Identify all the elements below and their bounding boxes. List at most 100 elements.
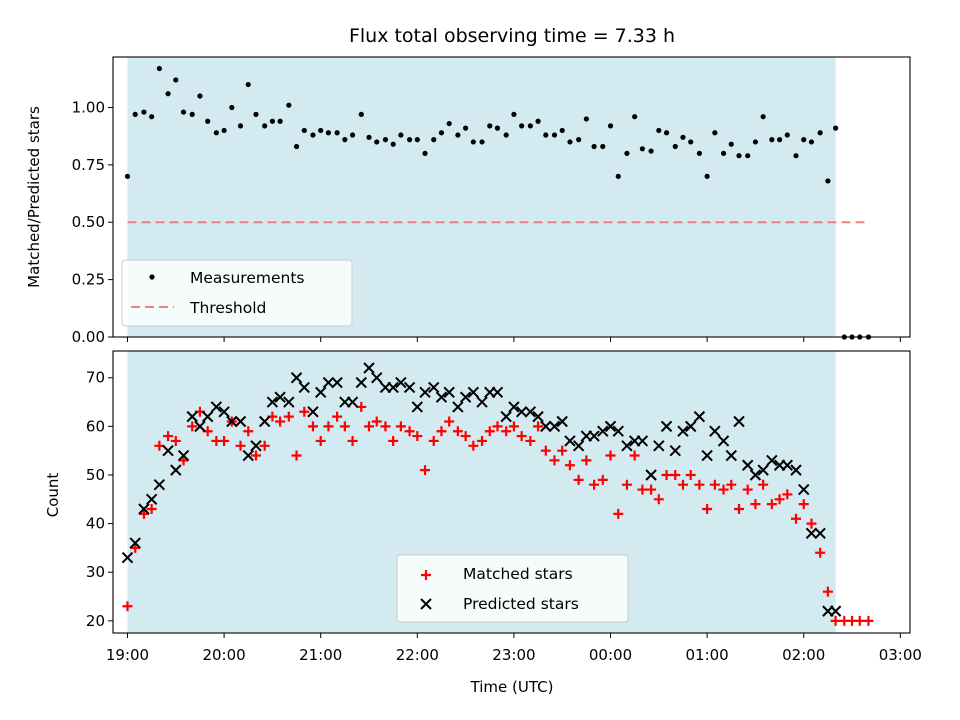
top-panel: 0.00 0.25 0.50 0.75 1.00 Measurements Threshol… <box>72 56 911 346</box>
data-point <box>452 401 464 413</box>
data-point <box>660 420 673 433</box>
data-point <box>696 150 702 156</box>
data-point <box>605 450 616 461</box>
data-point <box>540 420 552 433</box>
data-point <box>621 479 632 490</box>
data-point <box>637 484 648 495</box>
data-point <box>315 435 326 446</box>
data-point <box>237 123 244 129</box>
data-point <box>342 137 348 143</box>
data-point <box>491 386 504 399</box>
x-tick-label: 20:00 <box>202 646 245 664</box>
data-point <box>801 137 807 143</box>
data-point <box>670 469 681 480</box>
data-point <box>733 415 745 428</box>
data-point <box>790 464 802 476</box>
data-point <box>726 479 737 490</box>
data-point <box>245 81 251 88</box>
data-point <box>701 449 713 462</box>
data-point <box>516 431 527 442</box>
data-point <box>632 114 638 120</box>
data-point <box>459 391 472 403</box>
y-tick-label: 40 <box>86 515 105 533</box>
data-point <box>177 449 190 462</box>
data-point <box>720 150 727 156</box>
y-tick-label: 50 <box>86 466 105 484</box>
y-tick-label: 30 <box>86 563 105 581</box>
data-point <box>371 416 382 427</box>
data-point <box>702 504 713 515</box>
data-point <box>129 537 141 549</box>
y-tick-label: 0.00 <box>72 328 105 346</box>
data-point <box>549 455 560 466</box>
bottom-y-axis-label: Count <box>44 473 62 518</box>
data-point <box>173 77 179 83</box>
data-point <box>688 139 694 145</box>
data-point <box>234 415 247 428</box>
legend-label-predicted: Predicted stars <box>463 595 579 613</box>
data-point <box>226 415 238 428</box>
data-point <box>624 150 630 156</box>
data-point <box>468 440 479 451</box>
data-point <box>210 401 223 413</box>
data-point <box>420 465 431 476</box>
data-point <box>141 109 147 115</box>
data-point <box>180 109 187 115</box>
data-point <box>815 547 826 558</box>
data-point <box>395 421 406 432</box>
data-point <box>524 406 537 418</box>
data-point <box>250 440 262 452</box>
data-point <box>259 440 270 451</box>
data-point <box>672 143 678 150</box>
data-point <box>648 148 654 154</box>
data-point <box>793 153 799 159</box>
data-point <box>138 508 149 519</box>
data-point <box>395 376 407 389</box>
data-point <box>275 416 286 427</box>
data-point <box>663 130 670 136</box>
data-point <box>428 435 439 446</box>
data-point <box>621 440 633 452</box>
data-point <box>494 125 501 131</box>
data-point <box>515 406 528 418</box>
data-point <box>833 125 839 131</box>
y-tick-label: 0.50 <box>72 213 105 231</box>
data-point <box>218 406 230 418</box>
data-point <box>677 479 688 490</box>
data-point <box>604 420 617 433</box>
data-point <box>684 420 697 433</box>
data-point <box>573 474 584 485</box>
series-0 <box>124 65 839 184</box>
data-point <box>242 449 254 462</box>
data-point <box>629 450 640 461</box>
data-point <box>639 146 646 152</box>
data-point <box>406 137 413 143</box>
data-point <box>201 410 214 423</box>
series-0 <box>122 401 874 626</box>
data-point <box>364 421 375 432</box>
data-point <box>187 421 198 432</box>
data-point <box>243 426 254 437</box>
data-point <box>153 478 166 491</box>
data-point <box>146 504 157 515</box>
chart-title: Flux total observing time = 7.33 h <box>349 25 675 47</box>
data-point <box>612 425 624 437</box>
data-point <box>564 435 576 447</box>
data-point <box>460 431 471 442</box>
data-point <box>766 499 777 510</box>
data-point <box>487 123 493 129</box>
data-point <box>492 421 503 432</box>
data-point <box>646 484 657 495</box>
data-point <box>752 139 759 145</box>
data-point <box>525 435 536 446</box>
data-point <box>798 483 810 496</box>
data-point <box>145 493 158 506</box>
data-point <box>508 421 519 432</box>
legend-bottom: Matched stars Predicted stars <box>396 554 629 623</box>
data-point <box>165 91 171 97</box>
y-tick-label: 70 <box>86 369 105 387</box>
data-point <box>444 416 455 427</box>
data-point <box>694 479 705 490</box>
data-point <box>189 111 195 117</box>
data-point <box>412 431 423 442</box>
